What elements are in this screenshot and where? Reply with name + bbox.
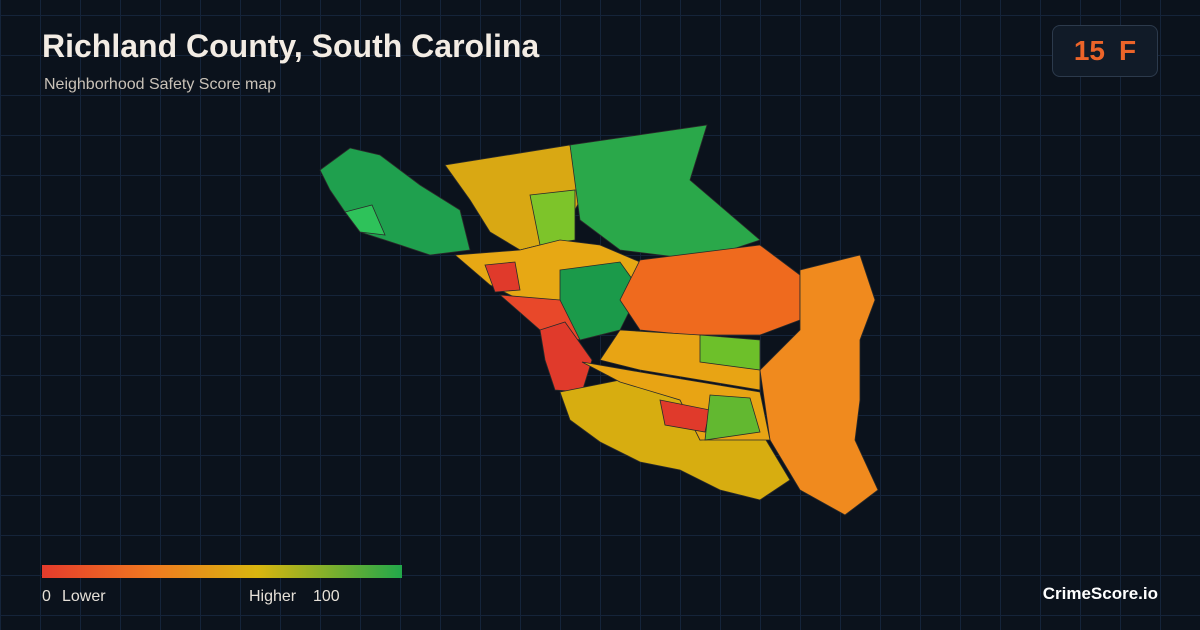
region <box>484 261 521 293</box>
region <box>619 244 801 336</box>
region <box>529 189 576 246</box>
legend-gradient <box>42 565 402 578</box>
score-grade: F <box>1119 35 1137 66</box>
legend-min: 0 <box>42 588 51 605</box>
brand: CrimeScore.io <box>1042 584 1158 603</box>
region <box>704 394 761 441</box>
subtitle: Neighborhood Safety Score map <box>44 76 277 93</box>
legend-max-label: Higher <box>249 588 297 605</box>
score-value: 15 <box>1073 35 1106 66</box>
score-badge: 15 F <box>1052 25 1158 77</box>
legend-min-label: Lower <box>62 588 106 605</box>
region <box>319 147 471 256</box>
region <box>659 399 711 433</box>
title: Richland County, South Carolina <box>42 28 540 64</box>
legend-max: 100 <box>313 588 340 605</box>
region <box>699 334 761 371</box>
region <box>569 124 761 261</box>
region <box>344 204 386 236</box>
